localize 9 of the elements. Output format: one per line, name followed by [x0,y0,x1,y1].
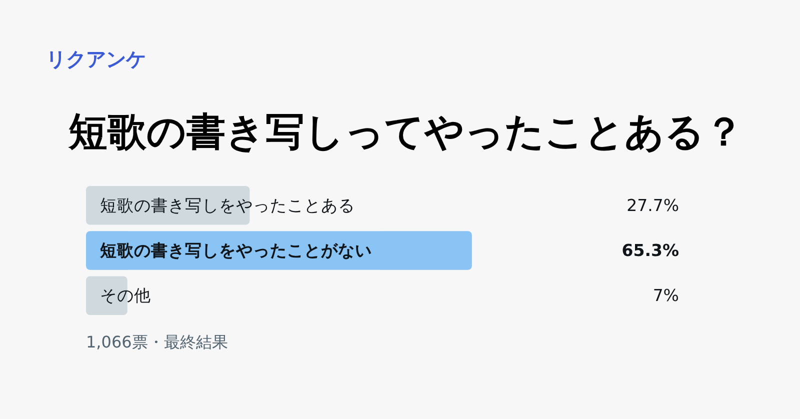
data-label: 65.3% [622,241,680,260]
y-tick-label: 短歌の書き写しをやったことある [100,196,355,215]
text: 1,066票・最終結果 [86,332,228,352]
data-label: 7% [652,286,679,306]
y-tick-label: その他 [100,286,151,306]
chart-subtitle: リクアンケ [46,47,146,71]
y-tick-label: 短歌の書き写しをやったことがない [99,241,372,260]
chart-title: 短歌の書き写しってやったことある？ [68,110,744,155]
data-label: 27.7% [626,196,679,215]
